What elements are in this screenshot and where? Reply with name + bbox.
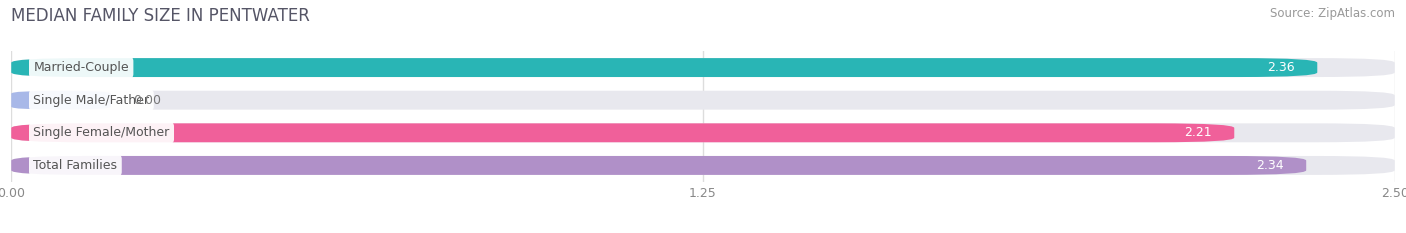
Text: 0.00: 0.00 [134,94,162,107]
FancyBboxPatch shape [11,123,1234,142]
Text: Source: ZipAtlas.com: Source: ZipAtlas.com [1270,7,1395,20]
Text: 2.34: 2.34 [1257,159,1284,172]
Text: MEDIAN FAMILY SIZE IN PENTWATER: MEDIAN FAMILY SIZE IN PENTWATER [11,7,311,25]
FancyBboxPatch shape [11,91,111,110]
Text: Single Male/Father: Single Male/Father [34,94,149,107]
FancyBboxPatch shape [11,58,1317,77]
FancyBboxPatch shape [11,156,1395,175]
FancyBboxPatch shape [11,123,1395,142]
FancyBboxPatch shape [11,156,1306,175]
Text: Single Female/Mother: Single Female/Mother [34,126,170,139]
Text: Married-Couple: Married-Couple [34,61,129,74]
FancyBboxPatch shape [11,91,1395,110]
Text: 2.21: 2.21 [1184,126,1212,139]
FancyBboxPatch shape [11,58,1395,77]
Text: Total Families: Total Families [34,159,117,172]
Text: 2.36: 2.36 [1268,61,1295,74]
